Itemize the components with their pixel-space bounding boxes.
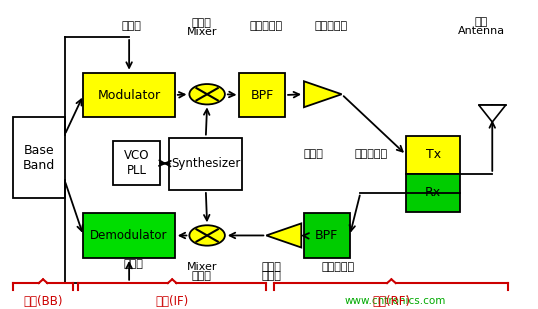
Text: www.cntronics.com: www.cntronics.com [345, 296, 446, 306]
Text: 基頻(BB): 基頻(BB) [23, 295, 63, 308]
Bar [13, 117, 65, 198]
Bar [406, 136, 460, 174]
Text: 傳送接收器: 傳送接收器 [354, 150, 387, 159]
Text: 解調器: 解調器 [124, 259, 143, 269]
Text: 帶通濾波器: 帶通濾波器 [321, 262, 355, 272]
Text: 功率放大器: 功率放大器 [314, 21, 348, 31]
Text: BPF: BPF [251, 88, 274, 102]
Bar [113, 141, 160, 185]
Text: 射頻(RF): 射頻(RF) [372, 295, 410, 308]
Circle shape [189, 84, 225, 104]
Text: Modulator: Modulator [97, 88, 161, 102]
Bar [304, 213, 350, 258]
Text: 帶通濾波器: 帶通濾波器 [250, 21, 283, 31]
Text: Base
Band: Base Band [23, 144, 55, 171]
Polygon shape [266, 223, 301, 248]
Text: 混頻器: 混頻器 [192, 271, 211, 281]
Text: Mixer: Mixer [187, 27, 217, 37]
Text: 低雜訊: 低雜訊 [262, 262, 281, 272]
Text: BPF: BPF [315, 229, 338, 242]
Text: 中頻(IF): 中頻(IF) [155, 295, 189, 308]
Text: Mixer: Mixer [187, 262, 217, 272]
Bar [83, 213, 175, 258]
Polygon shape [304, 81, 342, 107]
Text: Synthesizer: Synthesizer [171, 157, 240, 170]
Text: Tx: Tx [426, 148, 441, 161]
Text: 合成器: 合成器 [304, 150, 324, 159]
Text: VCO
PLL: VCO PLL [124, 149, 150, 177]
Text: Demodulator: Demodulator [90, 229, 168, 242]
Text: 放大器: 放大器 [262, 271, 281, 281]
Text: Antenna: Antenna [458, 26, 505, 36]
Bar [406, 174, 460, 212]
Polygon shape [479, 105, 506, 122]
Text: 調變器: 調變器 [122, 21, 141, 31]
Text: 天線: 天線 [475, 17, 488, 27]
Text: Rx: Rx [425, 186, 441, 199]
Bar [169, 138, 242, 190]
Circle shape [189, 225, 225, 246]
Text: 混頻器: 混頻器 [192, 18, 211, 28]
Bar [239, 73, 285, 117]
Bar [83, 73, 175, 117]
